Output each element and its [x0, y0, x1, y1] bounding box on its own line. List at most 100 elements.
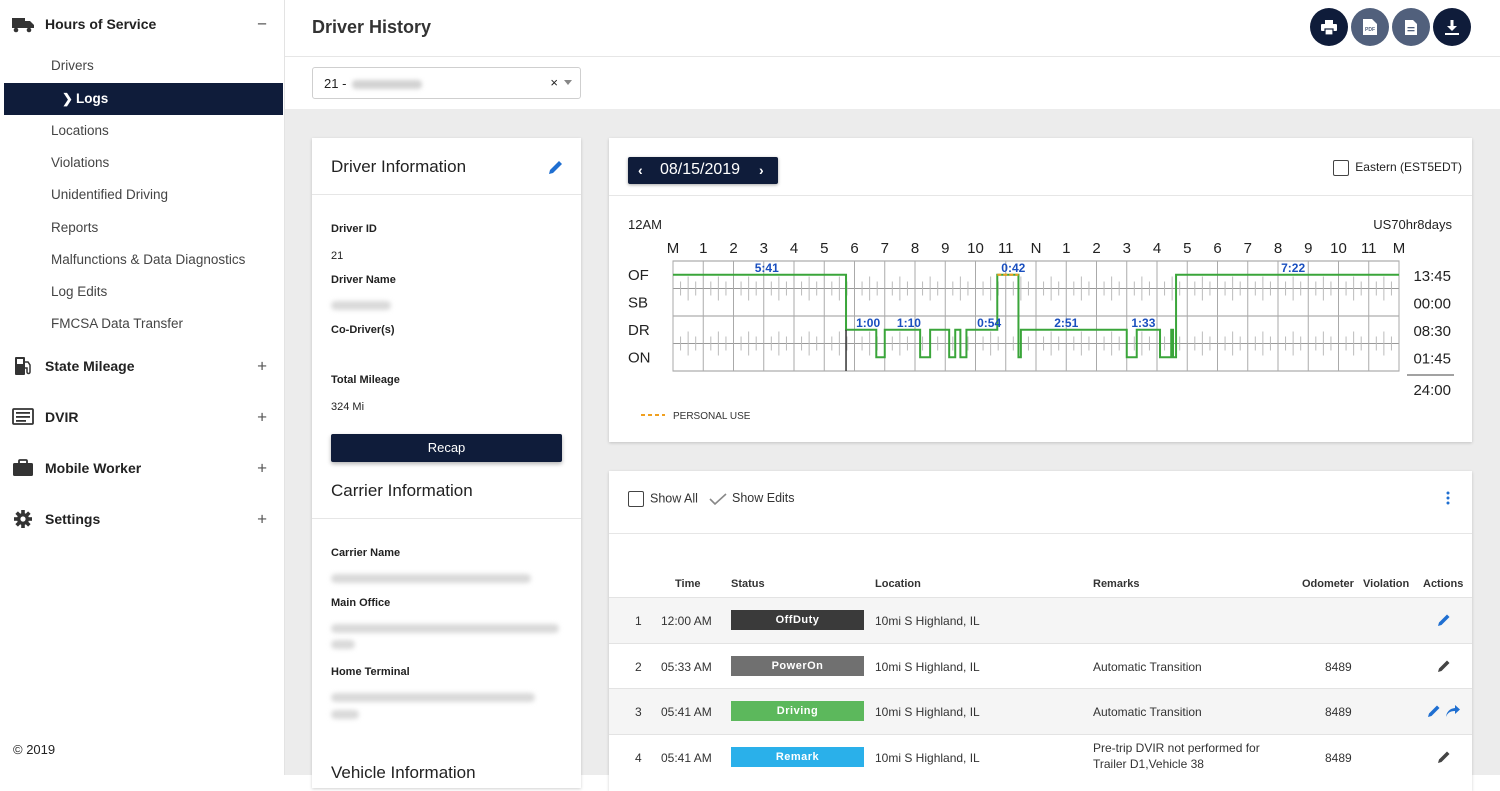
- sidebar-section-mobile-worker[interactable]: Mobile Worker +: [0, 448, 285, 488]
- edit-icon[interactable]: [1437, 750, 1451, 764]
- recap-button[interactable]: Recap: [331, 434, 562, 462]
- vehicle-information-title: Vehicle Information: [331, 763, 476, 782]
- show-all-checkbox[interactable]: [628, 491, 644, 507]
- home-terminal-redacted: [331, 693, 535, 702]
- hour-label: 1: [1062, 240, 1070, 257]
- hour-label: 9: [941, 240, 949, 257]
- driver-select-value: 21 -: [324, 76, 423, 91]
- column-header-location: Location: [875, 578, 921, 590]
- sidebar-section-settings[interactable]: Settings +: [0, 499, 285, 539]
- table-row: 2 05:33 AM PowerOn 10mi S Highland, IL Autom…: [609, 642, 1472, 689]
- hour-label: 3: [760, 240, 768, 257]
- duration-label: 7:22: [1281, 261, 1305, 275]
- truck-icon: [12, 18, 34, 33]
- event-time: 05:41 AM: [661, 750, 712, 765]
- clear-icon[interactable]: ×: [550, 75, 558, 90]
- hour-label: 10: [1330, 240, 1347, 257]
- gear-icon: [14, 510, 32, 528]
- sidebar-section-hours-of-service[interactable]: Hours of Service −: [0, 4, 285, 44]
- edit-pencil-icon[interactable]: [548, 159, 564, 175]
- personal-use-legend-label: PERSONAL USE: [673, 411, 751, 422]
- main-office-label: Main Office: [331, 597, 391, 609]
- sidebar-item-log-edits[interactable]: Log Edits: [51, 284, 108, 299]
- prev-day-button[interactable]: ‹: [638, 162, 643, 178]
- timezone-toggle[interactable]: Eastern (EST5EDT): [1333, 160, 1462, 176]
- export-document-button[interactable]: [1392, 8, 1430, 46]
- sidebar-section-dvir[interactable]: DVIR +: [0, 397, 285, 437]
- hour-label: M: [1393, 240, 1406, 257]
- content-area: Driver Information Driver ID 21 Driver N…: [285, 109, 1500, 791]
- collapse-icon[interactable]: −: [257, 14, 267, 34]
- duration-label: 0:42: [1001, 261, 1025, 275]
- table-row: 4 05:41 AM Remark 10mi S Highland, IL Pre-tr…: [609, 733, 1472, 780]
- export-pdf-button[interactable]: PDF: [1351, 8, 1389, 46]
- expand-icon[interactable]: +: [257, 509, 267, 529]
- duration-label: 1:00: [856, 316, 880, 330]
- expand-icon[interactable]: +: [257, 356, 267, 376]
- event-location: 10mi S Highland, IL: [875, 705, 980, 719]
- date-navigator: ‹ 08/15/2019 ›: [628, 157, 778, 184]
- event-time: 05:41 AM: [661, 705, 712, 719]
- checkmark-icon: [709, 493, 727, 505]
- timezone-checkbox[interactable]: [1333, 160, 1350, 176]
- sidebar-item-label: Logs: [76, 91, 109, 106]
- show-edits-toggle[interactable]: Show Edits: [709, 491, 795, 505]
- hour-label: 4: [1153, 240, 1161, 257]
- duration-label: 1:10: [897, 316, 921, 330]
- fuel-pump-icon: [15, 357, 31, 375]
- expand-icon[interactable]: +: [257, 407, 267, 427]
- expand-icon[interactable]: +: [257, 458, 267, 478]
- hour-label: 9: [1304, 240, 1312, 257]
- row-total-dr: 08:30: [1413, 323, 1451, 340]
- event-remarks: Automatic Transition: [1093, 705, 1202, 719]
- more-vertical-icon[interactable]: [1446, 491, 1450, 505]
- print-button[interactable]: [1310, 8, 1348, 46]
- column-header-actions: Actions: [1423, 578, 1464, 590]
- row-number: 4: [635, 750, 642, 765]
- co-driver-label: Co-Driver(s): [331, 324, 395, 336]
- driver-information-card: Driver Information Driver ID 21 Driver N…: [312, 138, 581, 788]
- hour-label: 11: [998, 240, 1014, 257]
- sidebar-item-malfunctions[interactable]: Malfunctions & Data Diagnostics: [51, 252, 246, 267]
- hour-label: 5: [820, 240, 828, 257]
- table-row: 3 05:41 AM Driving 10mi S Highland, IL Autom…: [609, 688, 1472, 734]
- edit-icon[interactable]: [1437, 659, 1451, 673]
- share-icon[interactable]: [1445, 704, 1461, 718]
- show-all-toggle[interactable]: Show All: [628, 491, 698, 507]
- ruleset-label: US70hr8days: [1373, 217, 1452, 232]
- hour-label: M: [667, 240, 680, 257]
- edit-icon[interactable]: [1437, 613, 1451, 627]
- sidebar-section-state-mileage[interactable]: State Mileage +: [0, 346, 285, 386]
- event-odometer: 8489: [1325, 750, 1352, 765]
- sidebar-item-fmcsa-data-transfer[interactable]: FMCSA Data Transfer: [51, 316, 184, 331]
- status-badge: PowerOn: [731, 655, 864, 676]
- sidebar-item-drivers[interactable]: Drivers: [51, 58, 94, 73]
- sidebar-item-locations[interactable]: Locations: [51, 123, 109, 138]
- row-number: 3: [635, 705, 642, 719]
- status-badge: Driving: [731, 701, 864, 721]
- sidebar-item-logs[interactable]: ❯ Logs: [4, 83, 283, 115]
- next-day-button[interactable]: ›: [759, 162, 764, 178]
- hour-label: 8: [911, 240, 919, 257]
- hour-label: 3: [1123, 240, 1131, 257]
- graph-start-label: 12AM: [628, 217, 662, 232]
- sidebar-item-violations[interactable]: Violations: [51, 155, 110, 170]
- selector-bar: 21 - ×: [285, 57, 1500, 109]
- column-header-remarks: Remarks: [1093, 578, 1140, 590]
- driver-id-value: 21: [331, 250, 344, 262]
- duration-label: 5:41: [755, 261, 779, 275]
- event-odometer: 8489: [1325, 659, 1352, 674]
- download-button[interactable]: [1433, 8, 1471, 46]
- briefcase-icon: [13, 459, 33, 476]
- event-remarks: Pre-trip DVIR not performed for Trailer …: [1093, 740, 1260, 771]
- sidebar-item-unidentified-driving[interactable]: Unidentified Driving: [51, 187, 169, 202]
- driver-id-label: Driver ID: [331, 223, 377, 235]
- dropdown-caret-icon[interactable]: [564, 80, 572, 85]
- edit-icon[interactable]: [1427, 704, 1441, 718]
- driver-information-title: Driver Information: [331, 157, 467, 176]
- sidebar-item-reports[interactable]: Reports: [51, 220, 99, 235]
- page-title: Driver History: [312, 17, 432, 37]
- driver-select[interactable]: 21 - ×: [312, 67, 581, 99]
- show-all-label: Show All: [650, 491, 698, 506]
- section-title: DVIR: [45, 409, 79, 425]
